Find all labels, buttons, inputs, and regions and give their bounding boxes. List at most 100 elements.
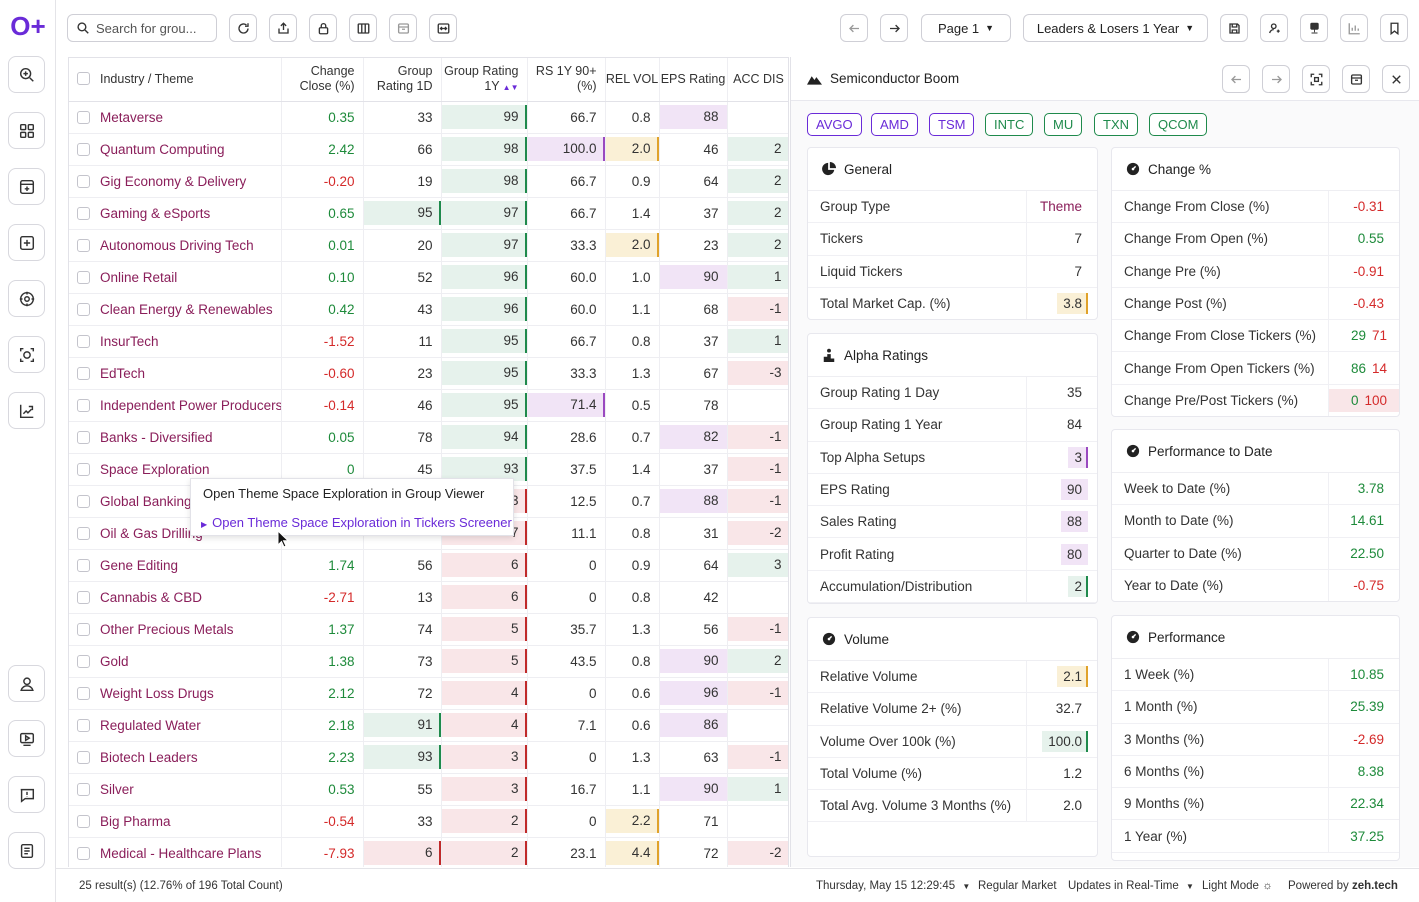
columns-icon[interactable] [349, 14, 377, 42]
col-header-gr1d[interactable]: Group Rating 1D [363, 58, 442, 102]
table-row[interactable]: Cannabis & CBD -2.71 13 6 0 0.8 42 [69, 581, 788, 614]
target-icon[interactable] [8, 280, 45, 317]
table-row[interactable]: InsurTech -1.52 11 95 66.7 0.8 37 1 [69, 325, 788, 358]
row-checkbox[interactable] [77, 462, 90, 476]
ticker-chip[interactable]: TSM [929, 113, 975, 136]
table-row[interactable]: Medical - Healthcare Plans -7.93 6 2 23.1 4.4… [69, 837, 788, 867]
chart-add-icon[interactable] [8, 392, 45, 429]
row-checkbox[interactable] [77, 142, 90, 156]
theme-link[interactable]: Gold [100, 653, 129, 669]
page-select[interactable]: Page 1 ▼ [921, 14, 1011, 42]
table-row[interactable]: Silver 0.53 55 3 16.7 1.1 90 1 [69, 773, 788, 806]
calendar-add-icon[interactable] [8, 168, 45, 205]
theme-link[interactable]: Banks - Diversified [100, 429, 213, 445]
row-checkbox[interactable] [77, 718, 90, 732]
save-icon[interactable] [1220, 14, 1248, 42]
chart-compare-icon[interactable] [1340, 14, 1368, 42]
row-checkbox[interactable] [77, 654, 90, 668]
theme-link[interactable]: Metaverse [100, 109, 164, 125]
updates-select[interactable]: Updates in Real-Time ▼ [1068, 880, 1194, 892]
col-header-change[interactable]: Change Close (%) [281, 58, 364, 102]
view-select[interactable]: Leaders & Losers 1 Year ▼ [1023, 14, 1208, 42]
table-row[interactable]: Weight Loss Drugs 2.12 72 4 0 0.6 96 -1 [69, 677, 788, 710]
row-checkbox[interactable] [77, 366, 90, 380]
row-checkbox[interactable] [77, 686, 90, 700]
theme-link[interactable]: Oil & Gas Drilling [100, 525, 203, 541]
row-checkbox[interactable] [77, 526, 90, 540]
theme-link[interactable]: Biotech Leaders [100, 749, 198, 765]
close-icon[interactable] [1382, 65, 1410, 93]
ticker-chip[interactable]: AMD [871, 113, 918, 136]
row-checkbox[interactable] [77, 110, 90, 124]
table-row[interactable]: Banks - Diversified 0.05 78 94 28.6 0.7 82 -1 [69, 421, 788, 454]
ticker-chip[interactable]: MU [1044, 113, 1083, 136]
theme-link[interactable]: Regulated Water [100, 717, 201, 733]
col-header-eps[interactable]: EPS Rating [659, 58, 728, 102]
theme-link[interactable]: Cannabis & CBD [100, 589, 203, 605]
table-row[interactable]: Clean Energy & Renewables 0.42 43 96 60.0 1.1… [69, 293, 788, 326]
light-mode-toggle[interactable]: Light Mode ☼ [1202, 880, 1273, 892]
row-checkbox[interactable] [77, 174, 90, 188]
col-header-industry[interactable]: Industry / Theme [69, 58, 282, 102]
row-checkbox[interactable] [77, 302, 90, 316]
app-logo[interactable]: O+ [10, 11, 46, 41]
table-row[interactable]: Biotech Leaders 2.23 93 3 0 1.3 63 -1 [69, 741, 788, 774]
theme-link[interactable]: Weight Loss Drugs [100, 685, 214, 701]
table-row[interactable]: Online Retail 0.10 52 96 60.0 1.0 90 1 [69, 261, 788, 294]
row-checkbox[interactable] [77, 590, 90, 604]
menu-item-tickers-screener[interactable]: ▶ Open Theme Space Exploration in Tickers… [201, 515, 512, 530]
table-row[interactable]: Big Pharma -0.54 33 2 0 2.2 71 [69, 805, 788, 838]
row-checkbox[interactable] [77, 334, 90, 348]
theme-link[interactable]: Big Pharma [100, 813, 171, 829]
row-checkbox[interactable] [77, 270, 90, 284]
alert-stand-icon[interactable] [1300, 14, 1328, 42]
row-checkbox[interactable] [77, 814, 90, 828]
ticker-chip[interactable]: TXN [1094, 113, 1138, 136]
panel-layout-icon[interactable] [1342, 65, 1370, 93]
add-box-icon[interactable] [8, 224, 45, 261]
video-icon[interactable] [8, 720, 45, 757]
table-row[interactable]: Regulated Water 2.18 91 4 7.1 0.6 86 [69, 709, 788, 742]
zoom-search-icon[interactable] [8, 56, 45, 93]
feedback-icon[interactable] [8, 776, 45, 813]
row-checkbox[interactable] [77, 622, 90, 636]
row-checkbox[interactable] [77, 206, 90, 220]
fit-width-icon[interactable] [429, 14, 457, 42]
theme-link[interactable]: Quantum Computing [100, 141, 225, 157]
col-header-relvol[interactable]: REL VOL [605, 58, 660, 102]
select-all-checkbox[interactable] [77, 71, 90, 85]
theme-link[interactable]: Gene Editing [100, 557, 179, 573]
theme-link[interactable]: Silver [100, 781, 134, 797]
bookmark-icon[interactable] [1380, 14, 1408, 42]
search-input[interactable] [96, 20, 206, 36]
row-checkbox[interactable] [77, 494, 90, 508]
row-checkbox[interactable] [77, 430, 90, 444]
theme-link[interactable]: Other Precious Metals [100, 621, 234, 637]
col-header-rs[interactable]: RS 1Y 90+ (%) [527, 58, 606, 102]
table-row[interactable]: Quantum Computing 2.42 66 98 100.0 2.0 46 2 [69, 133, 788, 166]
theme-link[interactable]: Autonomous Driving Tech [100, 237, 254, 253]
col-header-gr1y[interactable]: Group Rating 1Y ▲▼ [441, 58, 528, 102]
ticker-chip[interactable]: INTC [985, 113, 1034, 136]
table-row[interactable]: Metaverse 0.35 33 99 66.7 0.8 88 [69, 101, 788, 134]
ticker-chip[interactable]: AVGO [807, 113, 862, 136]
export-icon[interactable] [269, 14, 297, 42]
lock-icon[interactable] [309, 14, 337, 42]
table-row[interactable]: EdTech -0.60 23 95 33.3 1.3 67 -3 [69, 357, 788, 390]
notes-icon[interactable] [8, 832, 45, 869]
theme-link[interactable]: Gig Economy & Delivery [100, 173, 247, 189]
row-checkbox[interactable] [77, 750, 90, 764]
forward-arrow-icon[interactable] [880, 14, 908, 42]
table-row[interactable]: Independent Power Producers -0.14 46 95 71.4… [69, 389, 788, 422]
table-row[interactable]: Gene Editing 1.74 56 6 0 0.9 64 3 [69, 549, 788, 582]
calendar-icon[interactable] [389, 14, 417, 42]
theme-link[interactable]: Global Banking [100, 493, 192, 509]
table-row[interactable]: Gold 1.38 73 5 43.5 0.8 90 2 [69, 645, 788, 678]
theme-link[interactable]: Clean Energy & Renewables [100, 301, 273, 317]
theme-link[interactable]: Online Retail [100, 269, 178, 285]
row-checkbox[interactable] [77, 558, 90, 572]
user-settings-icon[interactable] [1260, 14, 1288, 42]
table-row[interactable]: Gaming & eSports 0.65 95 97 66.7 1.4 37 2 [69, 197, 788, 230]
refresh-icon[interactable] [229, 14, 257, 42]
table-row[interactable]: Autonomous Driving Tech 0.01 20 97 33.3 2.0 23… [69, 229, 788, 262]
